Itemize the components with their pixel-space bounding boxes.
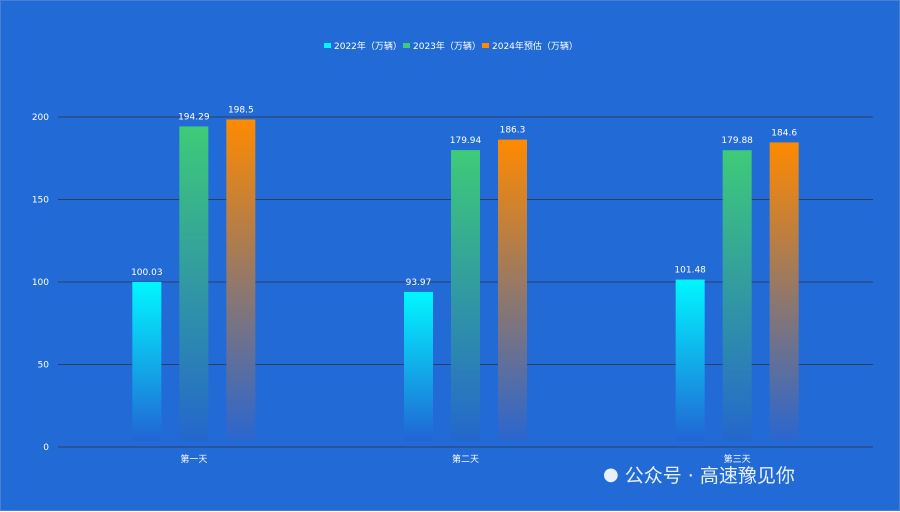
y-tick-label: 150 [32,196,49,206]
bar[interactable] [451,150,480,441]
data-label: 198.5 [228,105,254,115]
watermark: ● 公众号 · 高速豫见你 [603,461,795,488]
legend-item[interactable]: 2022年（万辆） [324,39,402,52]
legend-label: 2024年预估（万辆） [492,42,578,52]
data-label: 194.29 [178,112,210,122]
y-tick-label: 50 [38,361,50,371]
data-label: 184.6 [771,128,797,138]
y-tick-label: 100 [32,278,49,288]
data-label: 100.03 [131,268,163,278]
x-tick-label: 第一天 [180,453,207,465]
data-label: 179.88 [721,136,753,146]
legend-item[interactable]: 2024年预估（万辆） [482,39,578,52]
data-label: 93.97 [406,278,432,288]
legend-label: 2023年（万辆） [413,42,481,52]
bar[interactable] [404,291,433,441]
legend-swatch [403,43,410,48]
x-tick-label: 第三天 [724,453,751,465]
bar[interactable] [498,139,527,442]
legend-swatch [482,43,489,48]
y-tick-label: 200 [32,113,49,123]
x-tick-label: 第二天 [452,453,479,465]
bar[interactable] [132,281,162,441]
bar[interactable] [226,119,256,441]
legend-swatch [324,43,331,48]
bar[interactable] [675,279,705,441]
bar[interactable] [179,126,209,441]
wechat-icon: ● [603,464,619,485]
bar[interactable] [722,150,752,441]
legend-label: 2022年（万辆） [334,42,402,52]
data-label: 101.48 [674,266,706,276]
legend-item[interactable]: 2023年（万辆） [403,39,481,52]
data-label: 179.94 [450,136,482,146]
data-label: 186.3 [500,126,526,136]
y-tick-label: 0 [43,443,49,453]
watermark-text: 公众号 · 高速豫见你 [624,465,795,487]
bar[interactable] [769,142,799,441]
